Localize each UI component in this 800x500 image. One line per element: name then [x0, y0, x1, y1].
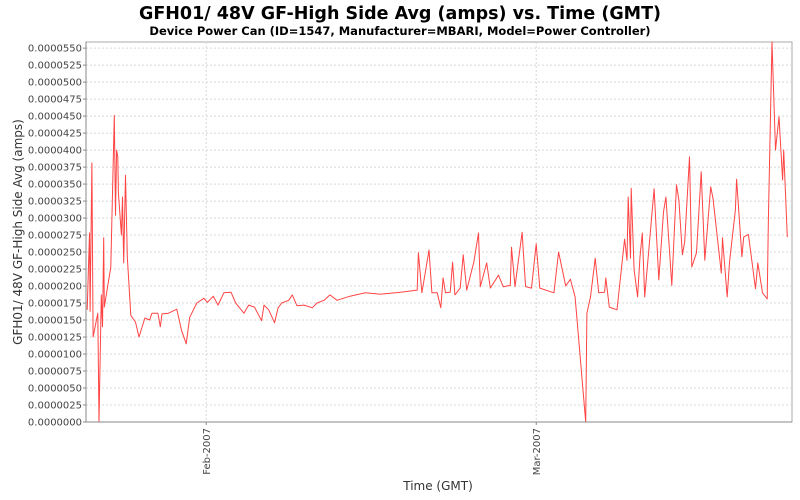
- series-line: [86, 41, 788, 423]
- chart-title: GFH01/ 48V GF-High Side Avg (amps) vs. T…: [139, 4, 661, 24]
- y-tick-label: 0.0000150: [28, 316, 82, 327]
- y-tick-label: 0.0000125: [28, 333, 82, 344]
- y-tick-label: 0.0000050: [28, 384, 82, 395]
- y-tick-label: 0.0000100: [28, 350, 82, 361]
- y-tick-label: 0.0000550: [28, 44, 82, 55]
- y-tick-label: 0.0000000: [28, 418, 82, 429]
- y-axis-label: GFH01/ 48V GF-High Side Avg (amps): [11, 119, 25, 345]
- y-tick-label: 0.0000425: [28, 129, 82, 140]
- y-tick-label: 0.0000475: [28, 95, 82, 106]
- y-tick-label: 0.0000025: [28, 401, 82, 412]
- x-tick-label: Mar-2007: [532, 428, 543, 475]
- y-tick-label: 0.0000450: [28, 112, 82, 123]
- y-tick-label: 0.0000300: [28, 214, 82, 225]
- x-axis-label: Time (GMT): [402, 479, 473, 493]
- y-tick-label: 0.0000075: [28, 367, 82, 378]
- y-axis: 0.0000000 0.0000025 0.0000050 0.0000075 0.00…: [28, 44, 86, 429]
- y-tick-label: 0.0000525: [28, 61, 82, 72]
- y-tick-label: 0.0000200: [28, 282, 82, 293]
- y-tick-label: 0.0000250: [28, 248, 82, 259]
- y-tick-label: 0.0000225: [28, 265, 82, 276]
- y-tick-label: 0.0000400: [28, 146, 82, 157]
- x-tick-label: Feb-2007: [202, 428, 213, 475]
- y-tick-label: 0.0000275: [28, 231, 82, 242]
- y-tick-label: 0.0000500: [28, 78, 82, 89]
- y-tick-label: 0.0000175: [28, 299, 82, 310]
- gridlines: [86, 42, 792, 422]
- y-tick-label: 0.0000375: [28, 163, 82, 174]
- y-tick-label: 0.0000325: [28, 197, 82, 208]
- y-tick-label: 0.0000350: [28, 180, 82, 191]
- chart-subtitle: Device Power Can (ID=1547, Manufacturer=…: [149, 24, 650, 38]
- x-axis: Feb-2007 Mar-2007: [202, 422, 543, 475]
